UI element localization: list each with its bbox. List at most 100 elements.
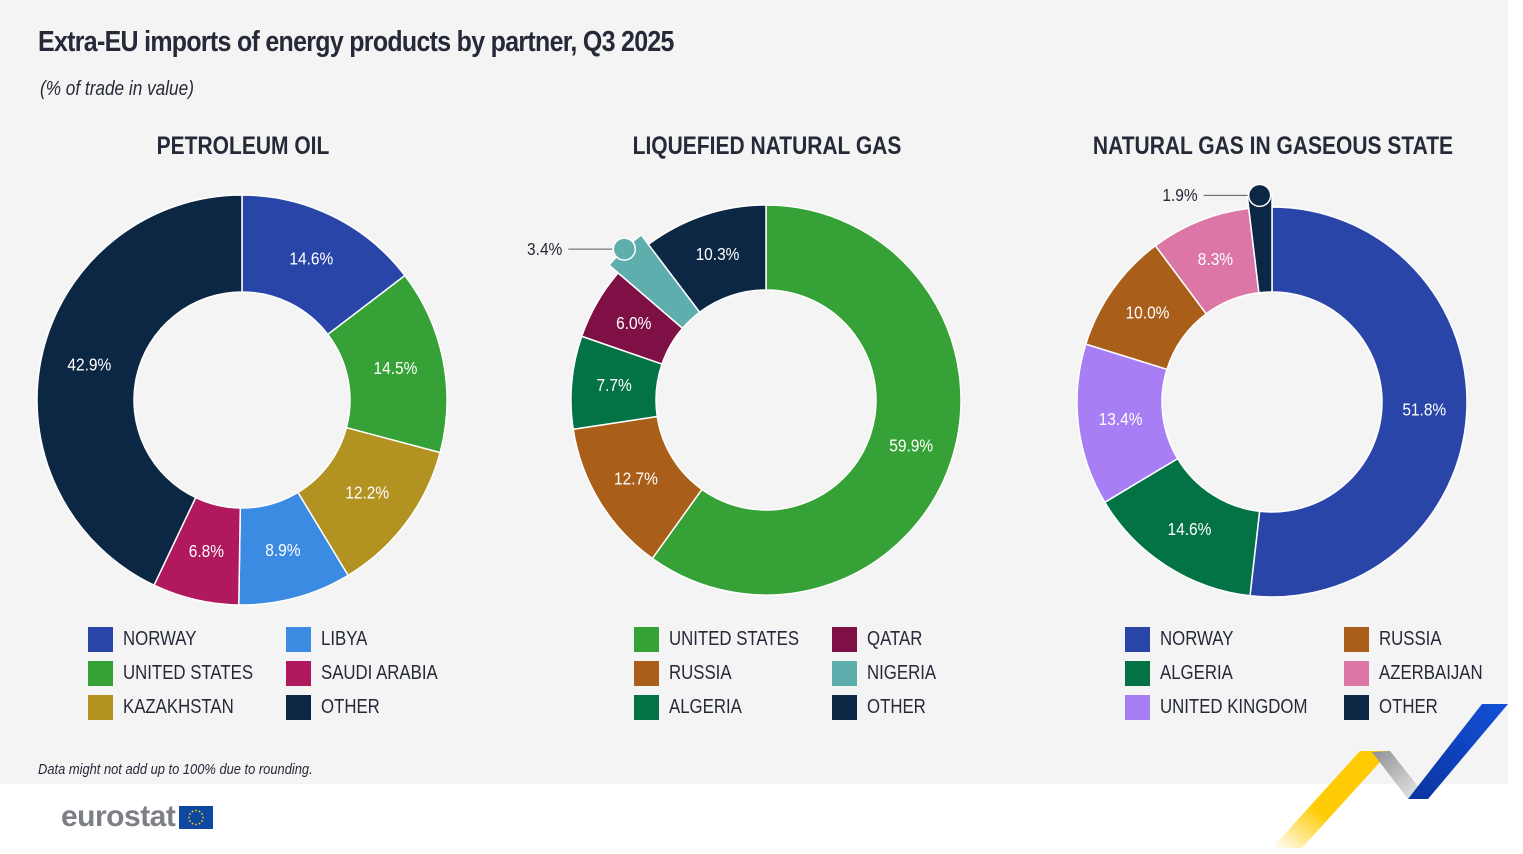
footnote: Data might not add up to 100% due to rou… — [38, 761, 313, 778]
page-title: Extra-EU imports of energy products by p… — [38, 26, 674, 58]
legend-swatch — [634, 661, 659, 686]
flag-star — [191, 810, 194, 812]
legend-swatch — [1125, 661, 1150, 686]
legend-swatch — [88, 627, 113, 652]
data-label-other: 1.9% — [1162, 185, 1197, 205]
legend-swatch — [831, 695, 857, 720]
legend-label: OTHER — [320, 696, 380, 718]
legend-item-algeria: ALGERIA — [634, 695, 824, 720]
donut-petroleum-oil: 14.6% 14.5% 12.2% 8.9% 6.8% 42.9% — [36, 194, 448, 606]
legend-swatch — [285, 661, 311, 686]
page-subtitle: (% of trade in value) — [40, 78, 194, 100]
legend-swatch — [1343, 627, 1369, 652]
legend-label: UNITED STATES — [669, 628, 800, 650]
flag-star — [195, 809, 198, 811]
legend-label: OTHER — [866, 696, 926, 718]
data-label-united-kingdom: 13.4% — [1099, 409, 1143, 429]
slice-united-states — [651, 204, 962, 596]
data-label-algeria: 14.6% — [1168, 519, 1212, 539]
data-label-nigeria: 3.4% — [527, 239, 562, 259]
legend-label: QATAR — [866, 628, 923, 650]
legend-item-azerbaijan: AZERBAIJAN — [1343, 661, 1502, 686]
flag-star — [189, 819, 192, 822]
legend-natural-gas: NORWAY RUSSIA ALGERIA AZERBAIJAN UNITED KING… — [1125, 627, 1502, 720]
eu-flag-icon — [179, 805, 214, 829]
legend-item-united-states: UNITED STATES — [88, 661, 278, 686]
flag-star — [201, 819, 204, 822]
legend-item-other: OTHER — [1343, 695, 1502, 720]
legend-label: ALGERIA — [1160, 662, 1233, 684]
data-label-saudi-arabia: 6.8% — [189, 541, 224, 561]
flag-star — [202, 816, 205, 818]
flag-star — [195, 823, 198, 825]
data-label-libya: 8.9% — [265, 540, 300, 560]
donut-charts: 14.6% 14.5% 12.2% 8.9% 6.8% 42.9% 59.9% 12.7% 7.… — [36, 183, 1468, 606]
flag-star — [191, 822, 194, 824]
legend-lng: UNITED STATES QATAR RUSSIA NIGERIA ALGERIA OT… — [634, 627, 949, 720]
data-label-united-states: 59.9% — [889, 435, 933, 455]
legend-label: NORWAY — [1160, 628, 1234, 650]
legend-item-qatar: QATAR — [831, 627, 949, 652]
data-label-norway: 51.8% — [1402, 399, 1446, 419]
legend-swatch — [88, 661, 113, 686]
legend-label: SAUDI ARABIA — [320, 662, 438, 684]
legend-swatch — [285, 695, 311, 720]
callout-knob-nigeria — [612, 237, 637, 261]
legend-item-nigeria: NIGERIA — [831, 661, 949, 686]
flag-star — [198, 810, 201, 812]
legend-label: AZERBAIJAN — [1378, 662, 1483, 684]
legend-item-united-states: UNITED STATES — [634, 627, 824, 652]
legend-label: UNITED STATES — [123, 662, 254, 684]
data-label-norway: 14.6% — [289, 248, 333, 268]
donut-natural-gas-in-gaseous-state: 51.8% 14.6% 13.4% 10.0% 8.3% 1.9% — [1076, 183, 1468, 598]
legend-swatch — [285, 627, 311, 652]
legend-petroleum-oil: NORWAY LIBYA UNITED STATES SAUDI ARABIA KAZA… — [88, 627, 460, 720]
callout-knob-other — [1247, 183, 1272, 208]
legend-item-algeria: ALGERIA — [1125, 661, 1336, 686]
slice-other — [36, 194, 243, 587]
legend-swatch — [634, 627, 659, 652]
legend-item-norway: NORWAY — [88, 627, 278, 652]
legend-label: LIBYA — [320, 628, 368, 650]
data-label-russia: 12.7% — [614, 468, 658, 488]
legend-item-libya: LIBYA — [285, 627, 460, 652]
data-label-kazakhstan: 12.2% — [345, 483, 389, 503]
legend-item-kazakhstan: KAZAKHSTAN — [88, 695, 278, 720]
data-label-other: 42.9% — [67, 354, 111, 374]
legend-swatch — [831, 627, 857, 652]
data-label-other: 10.3% — [696, 244, 740, 264]
logo-text: eurostat — [61, 800, 176, 833]
data-label-azerbaijan: 8.3% — [1198, 249, 1233, 269]
donut-liquefied-natural-gas: 59.9% 12.7% 7.7% 6.0% 3.4% 10.3% — [527, 204, 962, 596]
flag-star — [188, 816, 191, 818]
legend-label: NIGERIA — [866, 662, 936, 684]
flag-star — [198, 822, 201, 824]
legend-label: RUSSIA — [669, 662, 732, 684]
legend-swatch — [1125, 695, 1150, 720]
slice-norway — [1249, 206, 1468, 598]
legend-item-russia: RUSSIA — [1343, 627, 1502, 652]
legend-item-united-kingdom: UNITED KINGDOM — [1125, 695, 1336, 720]
legend-label: UNITED KINGDOM — [1160, 696, 1308, 718]
legend-swatch — [1343, 695, 1369, 720]
eurostat-logo: eurostat — [61, 800, 214, 834]
data-label-qatar: 6.0% — [616, 313, 651, 333]
legend-item-norway: NORWAY — [1125, 627, 1336, 652]
chart-title-lng: LIQUEFIED NATURAL GAS — [632, 132, 902, 160]
legend-item-russia: RUSSIA — [634, 661, 824, 686]
legend-swatch — [88, 695, 113, 720]
legend-swatch — [634, 695, 659, 720]
data-label-united-states: 14.5% — [374, 358, 418, 378]
legend-label: OTHER — [1378, 696, 1438, 718]
legend-label: RUSSIA — [1378, 628, 1442, 650]
legend-swatch — [831, 661, 857, 686]
flag-star — [201, 812, 204, 815]
flag-star — [189, 812, 192, 815]
chart-title-petroleum-oil: PETROLEUM OIL — [156, 132, 330, 160]
legend-swatch — [1125, 627, 1150, 652]
data-label-russia: 10.0% — [1126, 303, 1170, 323]
chart-panel — [0, 0, 1508, 784]
legend-label: ALGERIA — [669, 696, 742, 718]
legend-label: KAZAKHSTAN — [123, 696, 234, 718]
legend-swatch — [1343, 661, 1369, 686]
